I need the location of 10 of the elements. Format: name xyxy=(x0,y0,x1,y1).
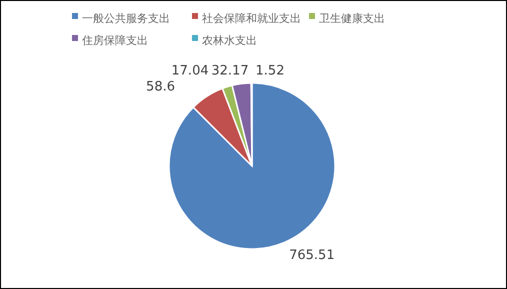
legend-label: 一般公共服务支出 xyxy=(82,12,170,26)
data-label: 1.52 xyxy=(256,64,284,79)
legend-label: 住房保障支出 xyxy=(82,34,148,48)
legend-label: 社会保障和就业支出 xyxy=(202,12,301,26)
data-label: 32.17 xyxy=(211,64,249,79)
data-label: 58.6 xyxy=(146,80,175,95)
legend-label: 卫生健康支出 xyxy=(319,12,385,26)
data-label: 765.51 xyxy=(289,248,335,264)
data-label: 17.04 xyxy=(171,64,209,79)
legend-label: 农林水支出 xyxy=(202,34,257,48)
